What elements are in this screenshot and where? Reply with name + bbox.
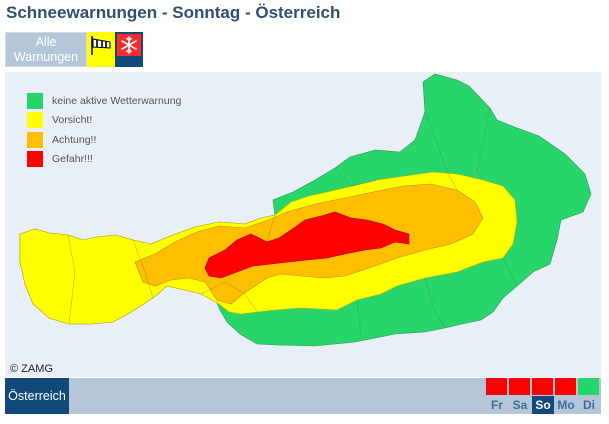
day-label: Di — [583, 398, 595, 412]
windsock-icon — [89, 34, 113, 56]
day-warning-level — [578, 378, 599, 395]
all-warnings-label-line1: Alle — [35, 34, 57, 49]
legend-item-caution: Vorsicht! — [27, 111, 181, 131]
bottom-navigation-bar: Österreich Fr Sa So Mo Di — [5, 378, 601, 414]
snowflake-icon — [117, 34, 141, 56]
legend-item-no-warning: keine aktive Wetterwarnung — [27, 91, 181, 111]
day-tab-fr[interactable]: Fr — [486, 378, 509, 414]
day-selector: Fr Sa So Mo Di — [486, 378, 601, 414]
day-warning-level — [555, 378, 576, 395]
warning-type-tabs: Alle Warnungen — [5, 32, 143, 67]
legend-swatch — [27, 131, 43, 148]
legend-label: Achtung!! — [52, 133, 97, 146]
day-warning-level — [486, 378, 507, 395]
region-boundaries — [67, 107, 518, 335]
day-tab-mo[interactable]: Mo — [555, 378, 578, 414]
region-danger[interactable] — [204, 211, 410, 279]
legend-swatch — [27, 151, 43, 168]
legend-swatch — [27, 112, 43, 129]
all-warnings-tab[interactable]: Alle Warnungen — [5, 32, 87, 67]
legend-swatch — [27, 92, 43, 109]
day-tab-sa[interactable]: Sa — [509, 378, 532, 414]
snow-warning-tab[interactable] — [115, 32, 143, 67]
day-label: Sa — [512, 398, 528, 412]
day-label: Mo — [557, 398, 575, 412]
legend-item-danger: Gefahr!!! — [27, 150, 181, 170]
map-legend: keine aktive Wetterwarnung Vorsicht! Ach… — [27, 91, 181, 169]
austria-map — [19, 73, 592, 347]
day-warning-level — [532, 378, 553, 395]
page-title: Schneewarnungen - Sonntag - Österreich — [6, 3, 341, 22]
day-label: Fr — [491, 398, 503, 412]
legend-label: Vorsicht! — [52, 114, 93, 127]
legend-label: Gefahr!!! — [52, 153, 93, 166]
legend-item-warning: Achtung!! — [27, 130, 181, 150]
day-tab-di[interactable]: Di — [578, 378, 601, 414]
wind-warning-tab[interactable] — [87, 32, 115, 67]
map-copyright: © ZAMG — [10, 363, 53, 375]
legend-label: keine aktive Wetterwarnung — [52, 94, 182, 107]
region-tab-austria[interactable]: Österreich — [5, 378, 69, 414]
all-warnings-label-line2: Warnungen — [13, 49, 79, 64]
day-warning-level — [509, 378, 530, 395]
warning-map: keine aktive Wetterwarnung Vorsicht! Ach… — [5, 72, 601, 377]
day-tab-so[interactable]: So — [532, 378, 555, 414]
day-label: So — [532, 396, 554, 414]
